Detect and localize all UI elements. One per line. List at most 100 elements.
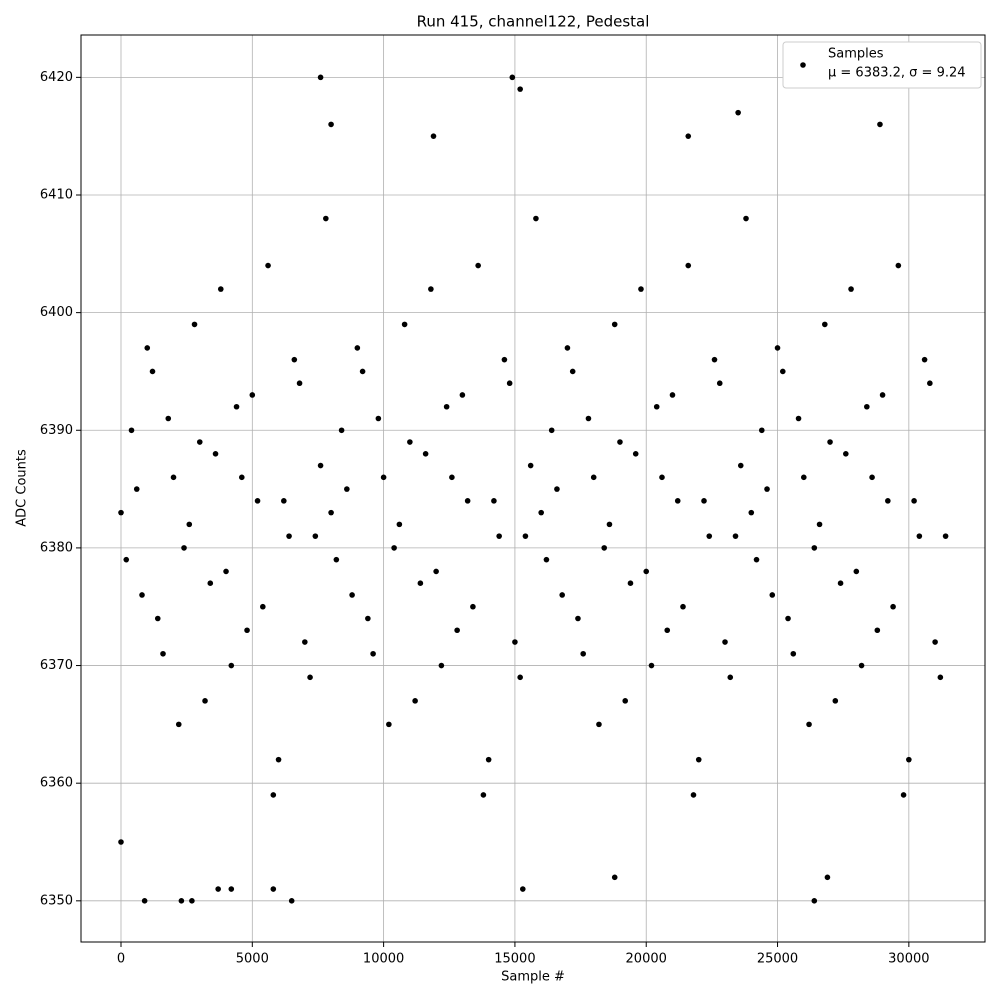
point — [942, 533, 949, 539]
point — [454, 627, 460, 634]
point — [275, 756, 282, 763]
point — [380, 474, 387, 481]
point — [716, 380, 723, 387]
point — [317, 462, 324, 469]
point — [564, 345, 571, 351]
point — [522, 533, 529, 539]
point — [606, 521, 613, 528]
point — [133, 486, 140, 492]
point — [811, 545, 818, 551]
y-tick-label: 6380 — [40, 540, 73, 555]
point — [732, 533, 739, 539]
point — [296, 380, 303, 387]
point — [178, 898, 185, 904]
point — [238, 474, 245, 481]
point — [118, 509, 124, 516]
point — [506, 380, 513, 387]
point — [270, 792, 277, 798]
point — [885, 498, 891, 504]
point — [653, 403, 660, 410]
point — [244, 627, 250, 634]
point — [911, 498, 917, 504]
point — [538, 509, 544, 516]
point — [430, 133, 437, 139]
point — [753, 556, 760, 563]
point — [223, 568, 229, 575]
point — [627, 580, 634, 586]
point — [191, 321, 198, 328]
point — [837, 580, 844, 586]
point — [286, 533, 292, 539]
point — [154, 615, 161, 622]
point — [701, 498, 707, 504]
y-tick-label: 6360 — [40, 776, 73, 791]
point — [228, 886, 235, 892]
point — [475, 262, 481, 269]
point — [743, 215, 749, 222]
point — [249, 392, 256, 398]
point — [785, 615, 791, 622]
point — [496, 533, 502, 539]
y-tick-label: 6370 — [40, 658, 73, 673]
point — [937, 674, 944, 681]
point — [769, 592, 776, 598]
point — [554, 486, 560, 492]
point — [470, 603, 476, 610]
point — [748, 509, 755, 516]
point — [632, 450, 639, 457]
point — [365, 615, 371, 622]
point — [412, 698, 418, 704]
point — [189, 898, 195, 904]
point — [165, 415, 172, 422]
point — [181, 545, 187, 551]
point — [160, 650, 166, 657]
point — [735, 109, 741, 116]
point — [806, 721, 812, 728]
point — [396, 521, 403, 528]
point — [695, 756, 702, 763]
point — [737, 462, 744, 469]
chart-title: Run 415, channel122, Pedestal — [417, 13, 650, 31]
point — [175, 721, 182, 728]
point — [774, 345, 781, 351]
point — [533, 215, 539, 222]
point — [559, 592, 565, 598]
point — [265, 262, 271, 269]
point — [664, 627, 671, 634]
point — [585, 415, 592, 422]
point — [921, 356, 928, 363]
point — [877, 121, 883, 128]
point — [338, 427, 345, 434]
point — [764, 486, 770, 492]
point — [480, 792, 487, 798]
x-axis-label: Sample # — [501, 970, 565, 985]
point — [422, 450, 429, 457]
point — [212, 450, 219, 457]
point — [590, 474, 597, 481]
point — [596, 721, 602, 728]
point — [816, 521, 823, 528]
plot-frame — [80, 34, 986, 943]
point — [254, 498, 261, 504]
point — [543, 556, 550, 563]
point — [527, 462, 534, 469]
point — [779, 368, 786, 375]
point — [512, 639, 518, 645]
point — [270, 886, 277, 892]
point — [323, 215, 329, 222]
x-tick-label: 0 — [117, 952, 125, 967]
legend-marker — [800, 62, 806, 68]
point — [800, 474, 807, 481]
point — [370, 650, 376, 657]
point — [217, 286, 224, 292]
point — [659, 474, 665, 481]
y-tick-label: 6420 — [40, 70, 73, 85]
point — [827, 439, 833, 445]
point — [509, 74, 516, 81]
point — [638, 286, 644, 292]
point — [228, 662, 235, 669]
point — [149, 368, 156, 375]
